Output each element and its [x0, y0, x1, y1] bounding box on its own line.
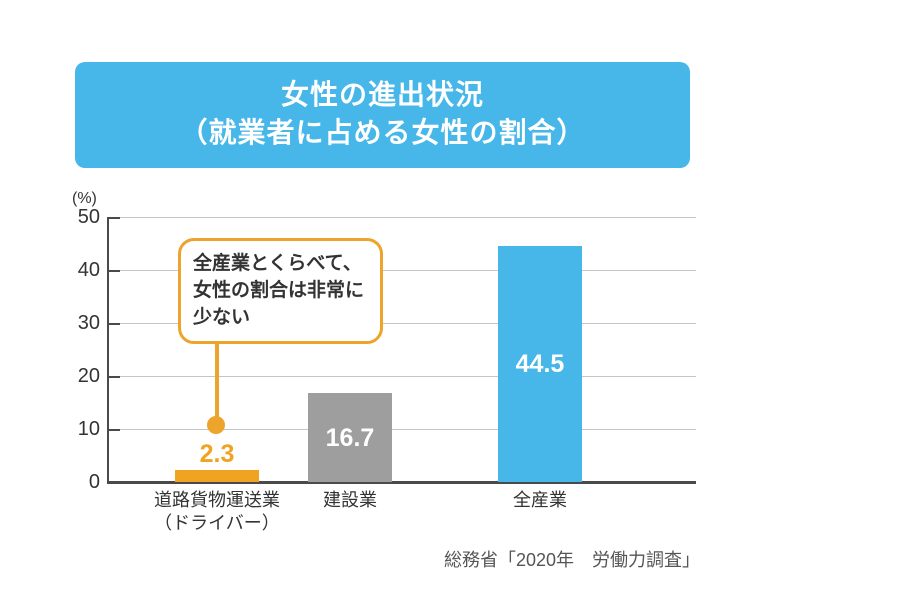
y-axis-tick-label-0: 0 [88, 471, 100, 493]
bar-chart-plot-area [107, 216, 696, 484]
y-axis-tick-10 [107, 428, 120, 431]
annotation-callout: 全産業とくらべて、 女性の割合は非常に 少ない [178, 238, 383, 344]
y-axis-tick-30 [107, 322, 120, 325]
bar-2 [308, 393, 392, 482]
gridline-40 [107, 270, 696, 271]
chart-title-line1: 女性の進出状況 [280, 79, 484, 110]
y-axis-tick-label-30: 30 [77, 312, 100, 334]
annotation-line2: 女性の割合は非常に [193, 280, 365, 301]
y-axis-tick-20 [107, 375, 120, 378]
annotation-line1: 全産業とくらべて、 [193, 253, 362, 274]
x-axis-label-line: 建設業 [323, 490, 377, 510]
callout-dot [207, 416, 225, 434]
y-axis-unit-label: (%) [72, 190, 97, 207]
y-axis-line [107, 217, 109, 484]
x-axis-label-3: 全産業 [430, 489, 650, 512]
source-citation: 総務省「2020年 労働力調査」 [443, 550, 700, 570]
bar-value-label-2: 16.7 [325, 423, 375, 452]
y-axis-tick-40 [107, 269, 120, 272]
x-axis-label-1: 道路貨物運送業 （ドライバー） [107, 489, 327, 535]
y-axis-tick-label-40: 40 [77, 259, 100, 281]
y-axis-tick-label-10: 10 [77, 418, 100, 440]
gridline-50 [107, 217, 696, 218]
annotation-line3: 少ない [193, 307, 251, 328]
y-axis-tick-label-20: 20 [77, 365, 100, 387]
x-axis-label-line: 道路貨物運送業 [154, 490, 280, 510]
gridline-10 [107, 429, 696, 430]
callout-leader-line [215, 344, 219, 417]
gridline-20 [107, 376, 696, 377]
y-axis-tick-50 [107, 216, 120, 219]
y-axis-tick-label-50: 50 [77, 206, 100, 228]
bar-value-label-1: 2.3 [199, 440, 235, 468]
x-axis-label-line: 全産業 [513, 490, 567, 510]
x-axis-label-line: （ドライバー） [154, 513, 280, 533]
x-axis-label-2: 建設業 [240, 489, 460, 512]
chart-title-line2: （就業者に占める女性の割合） [179, 117, 586, 148]
bar-value-label-3: 44.5 [515, 350, 565, 378]
chart-title-banner: 女性の進出状況 （就業者に占める女性の割合） [75, 62, 690, 168]
gridline-30 [107, 323, 696, 324]
x-axis-line [107, 481, 696, 484]
bar-3 [498, 246, 582, 482]
bar-1 [175, 470, 259, 482]
